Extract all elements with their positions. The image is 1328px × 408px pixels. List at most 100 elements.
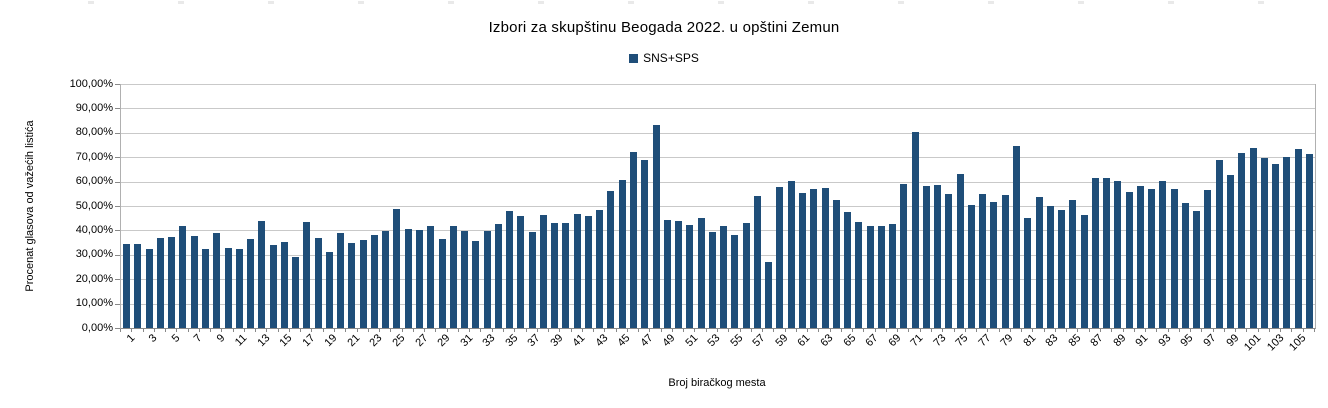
bar-station-70: [900, 184, 908, 328]
x-tick-label-49: 49: [660, 332, 678, 350]
x-tick-mark: [559, 329, 561, 332]
bar-station-52: [697, 217, 705, 328]
y-tick-mark: [115, 230, 120, 232]
bar-station-13: [258, 220, 266, 328]
bar-station-82: [1035, 197, 1043, 328]
bar-station-72: [922, 186, 930, 328]
x-tick-label-25: 25: [390, 332, 408, 350]
x-tick-mark: [356, 329, 358, 332]
x-tick-mark: [401, 329, 403, 332]
x-tick-mark: [773, 329, 775, 332]
bar-station-101: [1249, 148, 1257, 328]
gridline-30: [121, 254, 1315, 256]
x-tick-mark: [1167, 329, 1169, 332]
x-tick-label-37: 37: [525, 332, 543, 350]
x-tick-label-7: 7: [191, 332, 205, 345]
bar-station-32: [472, 241, 480, 328]
bar-station-89: [1114, 181, 1122, 328]
x-tick-label-57: 57: [750, 332, 768, 350]
bar-station-4: [156, 237, 164, 328]
x-tick-mark: [694, 329, 696, 332]
x-tick-label-97: 97: [1201, 332, 1219, 350]
bar-station-99: [1227, 175, 1235, 328]
x-tick-mark: [469, 329, 471, 332]
bar-station-18: [314, 237, 322, 328]
bar-station-40: [562, 222, 570, 328]
bar-station-96: [1193, 210, 1201, 328]
bar-station-65: [844, 212, 852, 328]
bar-station-56: [742, 223, 750, 328]
x-tick-label-45: 45: [615, 332, 633, 350]
x-tick-label-47: 47: [638, 332, 656, 350]
legend: SNS+SPS: [0, 51, 1328, 65]
x-tick-mark: [525, 329, 527, 332]
bar-station-81: [1024, 218, 1032, 328]
bar-station-53: [708, 231, 716, 328]
bar-station-55: [731, 235, 739, 328]
y-tick-label-100,00%: 100,00%: [69, 77, 113, 90]
bar-station-46: [630, 151, 638, 328]
x-tick-label-75: 75: [953, 332, 971, 350]
x-tick-mark: [1201, 329, 1203, 332]
bar-station-85: [1069, 200, 1077, 328]
bar-station-105: [1294, 148, 1302, 328]
x-tick-mark: [1088, 329, 1090, 332]
y-tick-mark: [115, 157, 120, 159]
bar-station-60: [787, 180, 795, 328]
bar-station-103: [1272, 164, 1280, 328]
bar-station-100: [1238, 153, 1246, 328]
x-tick-label-103: 103: [1264, 332, 1287, 354]
x-tick-label-33: 33: [480, 332, 498, 350]
x-tick-mark: [919, 329, 921, 332]
x-tick-mark: [1145, 329, 1147, 332]
x-tick-label-29: 29: [435, 332, 453, 350]
bar-station-59: [776, 186, 784, 328]
x-tick-mark: [931, 329, 933, 332]
bar-station-67: [866, 226, 874, 328]
bar-station-1: [123, 243, 131, 328]
bar-station-2: [134, 243, 142, 328]
bar-station-75: [956, 173, 964, 328]
bar-station-17: [303, 222, 311, 328]
bar-station-38: [539, 215, 547, 328]
x-tick-label-91: 91: [1133, 332, 1151, 350]
y-tick-label-90,00%: 90,00%: [75, 101, 113, 114]
x-tick-mark: [412, 329, 414, 332]
x-tick-mark: [379, 329, 381, 332]
x-tick-mark: [1302, 329, 1304, 332]
bar-station-80: [1013, 146, 1020, 328]
x-tick-label-85: 85: [1066, 332, 1084, 350]
y-tick-label-80,00%: 80,00%: [75, 126, 113, 139]
x-tick-label-65: 65: [840, 332, 859, 350]
x-tick-mark: [153, 329, 155, 332]
x-tick-mark: [626, 329, 628, 332]
x-tick-label-53: 53: [705, 332, 723, 350]
bar-station-44: [607, 190, 615, 328]
x-tick-mark: [1268, 329, 1270, 332]
x-tick-label-3: 3: [146, 332, 160, 345]
x-tick-mark: [829, 329, 831, 332]
x-tick-label-19: 19: [322, 332, 340, 350]
x-tick-mark: [987, 329, 989, 332]
x-tick-mark: [176, 329, 178, 332]
bar-station-76: [967, 204, 975, 328]
x-tick-mark: [435, 329, 437, 332]
bar-station-29: [438, 238, 446, 328]
x-tick-mark: [311, 329, 313, 332]
x-tick-mark: [390, 329, 392, 332]
x-tick-mark: [131, 329, 133, 332]
x-tick-label-55: 55: [728, 332, 746, 350]
bar-station-98: [1215, 160, 1223, 328]
bar-station-54: [720, 225, 728, 328]
bar-station-83: [1046, 206, 1054, 328]
x-tick-label-21: 21: [345, 332, 363, 350]
bar-station-36: [517, 216, 525, 328]
gridline-50: [121, 206, 1315, 207]
bar-station-86: [1080, 214, 1088, 328]
x-tick-label-79: 79: [998, 332, 1016, 350]
bar-station-97: [1204, 190, 1212, 328]
y-tick-label-20,00%: 20,00%: [75, 272, 113, 285]
x-tick-mark: [852, 329, 854, 332]
bar-station-91: [1136, 185, 1144, 328]
y-tick-label-60,00%: 60,00%: [75, 175, 113, 188]
